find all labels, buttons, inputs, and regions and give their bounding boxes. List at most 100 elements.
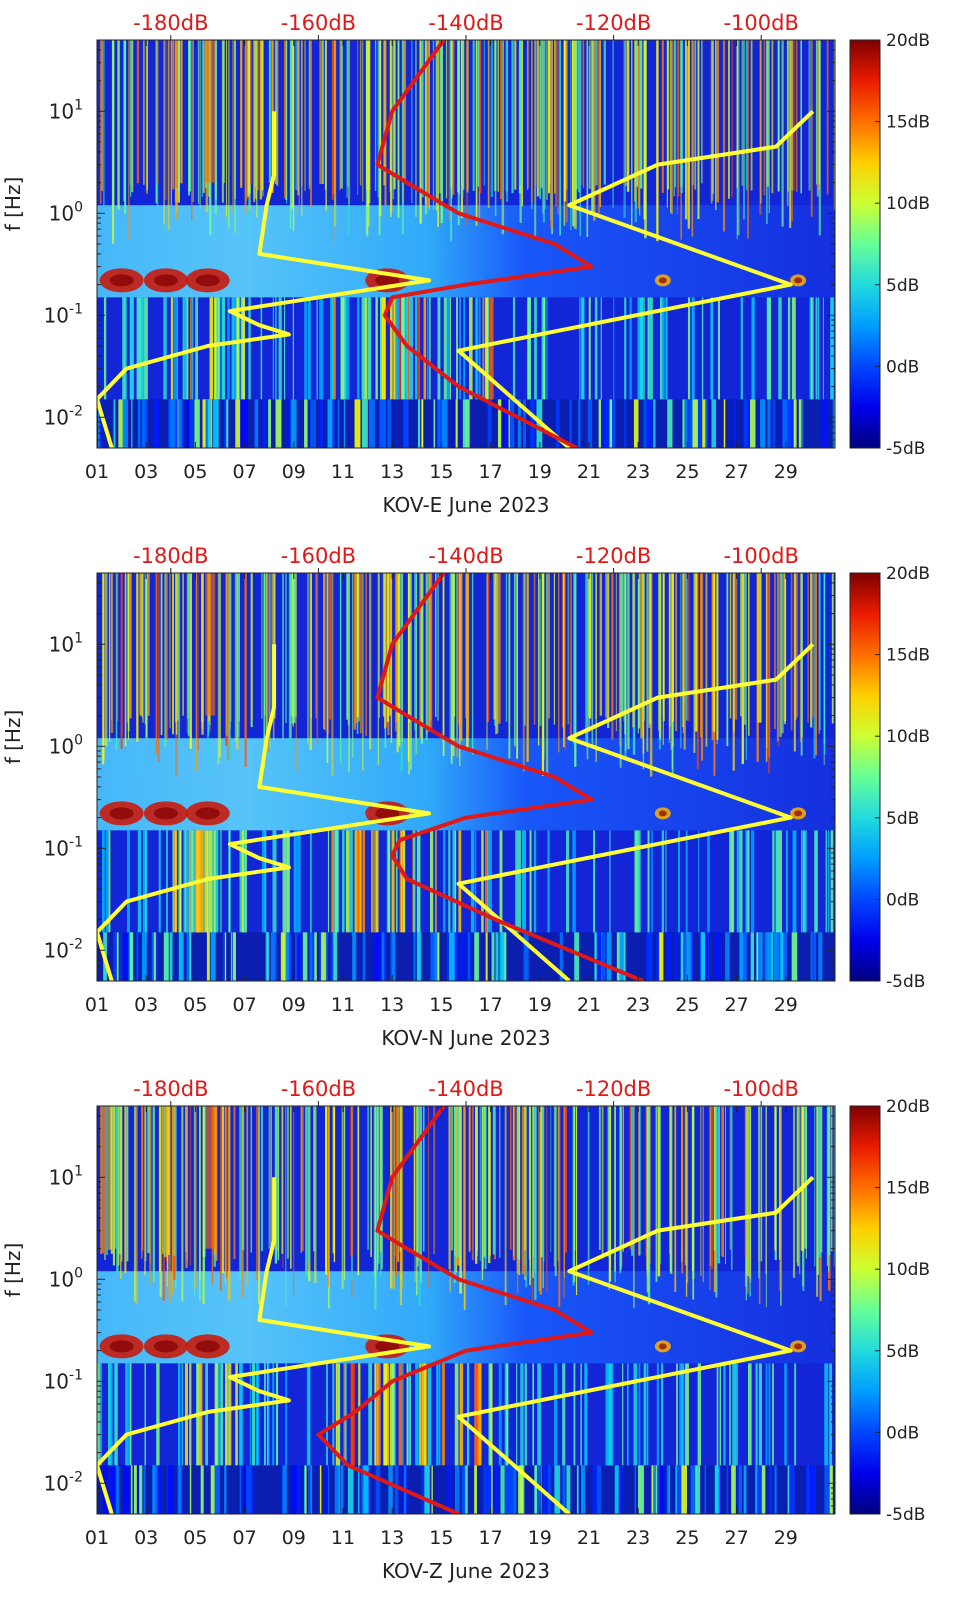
microseism-peak-core [375,807,400,820]
hf-streak [220,1106,222,1291]
y-tick-base: 10 [44,836,69,860]
hf-streak [564,573,566,749]
low-band-bar [334,1465,341,1514]
hf-streak [334,40,336,242]
hf-streak [174,1106,177,1289]
low-band-bar [487,399,492,448]
low-band-bar [761,1465,766,1514]
hf-streak [546,40,548,200]
hf-streak [578,40,580,193]
low-band-bar [243,1465,248,1514]
low-band-bar [534,1465,541,1514]
spectrogram-heatmap [97,1106,835,1514]
y-tick-exponent: -1 [69,1367,83,1383]
hf-streak [309,573,312,750]
low-band-bar [834,399,835,448]
hf-streak [750,40,753,191]
hf-streak [605,573,607,718]
y-tick-label: 10-1 [44,301,83,327]
hf-streak [637,573,639,734]
hf-streak [410,573,412,770]
hf-streak [734,573,738,720]
hf-streak [142,573,144,723]
low-band-bar [214,1465,217,1514]
streak [263,1363,266,1466]
streak [822,297,824,400]
microseism-peak-core [195,1340,220,1353]
hf-streak [702,1106,704,1283]
microseism-peak-core [109,807,134,820]
hf-streak [645,40,647,238]
x-tick-label: 21 [577,461,601,483]
low-band-bar [513,1465,517,1514]
y-tick-base: 10 [49,1267,74,1291]
low-band-bar [178,1465,182,1514]
hf-streak [587,1106,590,1285]
x-tick-label: 19 [528,1527,552,1549]
hf-streak [300,1106,302,1253]
x-tick-label: 01 [85,994,109,1016]
hf-streak [541,573,545,777]
streak [755,1363,758,1466]
streak [260,297,263,400]
hf-streak [526,573,528,726]
colorbar-label: 10dB [886,1260,930,1280]
low-band-bar [474,932,479,981]
hf-streak [459,1106,462,1294]
hf-streak [356,40,359,196]
low-band-bar [660,1465,665,1514]
streak [735,1363,738,1466]
hf-streak [484,1106,487,1270]
streak [415,1363,419,1466]
streak [816,830,818,933]
y-tick-base: 10 [44,938,69,962]
hf-streak [630,40,633,229]
streak [272,1363,275,1466]
low-band-bar [808,1465,814,1514]
streak [416,830,420,933]
streak [178,1363,181,1466]
streak [340,297,345,400]
low-band-bar [152,932,154,981]
hf-streak [135,1106,138,1305]
streak [401,297,405,400]
low-band-bar [321,932,326,981]
hf-streak [323,573,325,730]
hf-streak [496,573,499,734]
hf-streak [741,40,743,186]
hf-streak [429,573,432,721]
hf-streak [109,1106,112,1250]
low-band-bar [291,399,297,448]
hf-streak [276,1106,279,1251]
hf-streak [164,40,167,200]
streak [638,1363,641,1466]
hf-streak [139,573,142,716]
low-band-bar [509,1465,514,1514]
hf-streak [621,573,624,717]
low-band-bar [782,399,788,448]
low-band-bar [266,932,269,981]
hf-streak [428,40,430,210]
streak [332,1363,335,1466]
streak [166,830,168,933]
streak [701,297,704,400]
hf-streak [476,40,478,220]
hf-streak [694,40,697,190]
low-band-bar [690,1465,696,1514]
streak [114,1363,117,1466]
streak [231,297,235,400]
hf-streak [555,40,557,207]
hf-streak [242,1106,245,1251]
hf-streak [693,573,696,753]
y-axis-title: f [Hz] [1,1243,25,1298]
low-band-bar [774,1465,777,1514]
streak [626,1363,629,1466]
streak [731,830,735,933]
streak [810,297,814,400]
low-band-bar [135,1465,139,1514]
hf-streak [558,573,560,753]
hf-streak [768,573,771,757]
streak [140,297,144,400]
hf-streak [385,573,388,728]
